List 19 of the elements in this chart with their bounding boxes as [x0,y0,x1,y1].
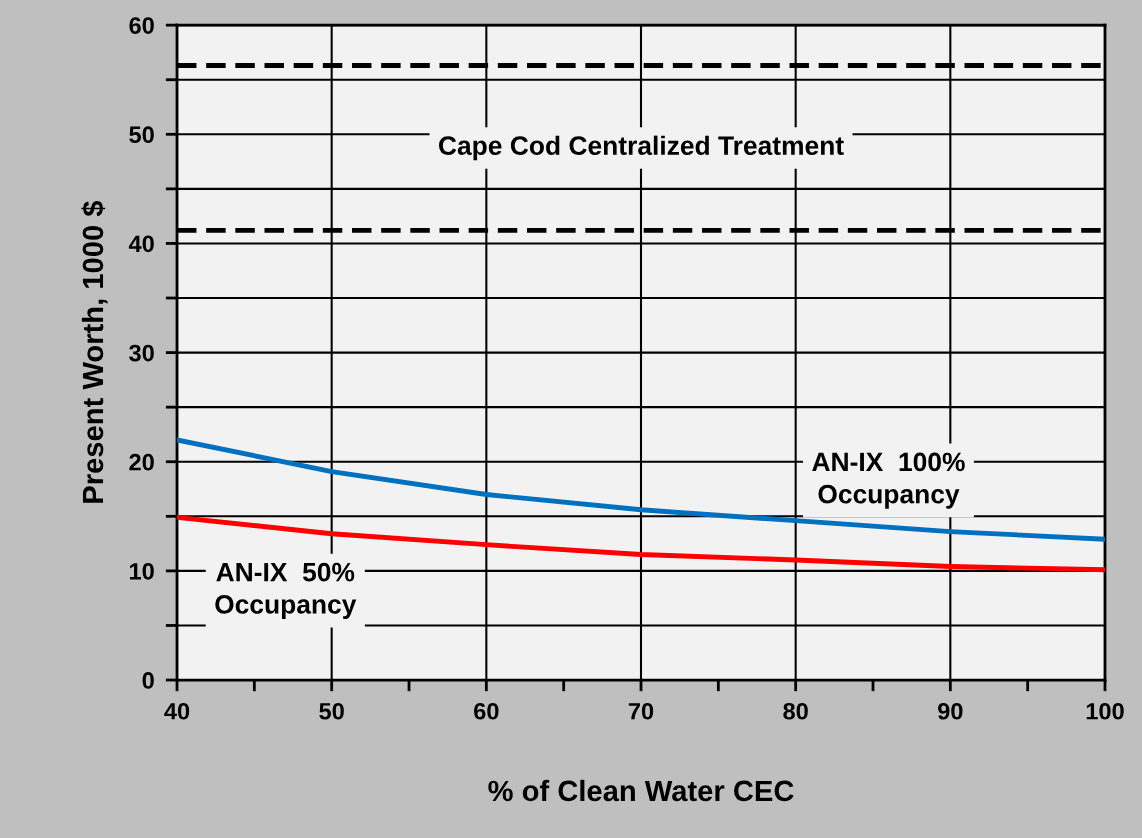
y-tick-label: 50 [129,126,154,144]
y-tick-label: 40 [128,235,154,253]
annotation: Cape Cod Centralized Treatment [439,135,844,161]
x-tick-label: 60 [474,702,499,720]
x-tick-label: 70 [628,702,654,720]
x-tick-label: 90 [938,702,963,720]
y-tick-label: 0 [142,672,154,689]
y-tick-label: 10 [130,562,154,580]
x-tick-label: 40 [164,702,190,720]
y-axis-title: Present Worth, 1000 $ [81,200,108,503]
y-tick-label: 20 [129,453,154,471]
x-axis-title: % of Clean Water CEC [488,779,794,802]
y-tick-label: 60 [129,17,154,34]
x-tick-label: 50 [319,702,344,720]
y-tick-label: 30 [129,344,154,362]
series-label: AN-IX 50% Occupancy [215,562,357,619]
x-tick-label: 100 [1086,702,1124,720]
x-tick-label: 80 [783,702,808,720]
series-label: AN-IX 100% Occupancy [812,452,965,509]
